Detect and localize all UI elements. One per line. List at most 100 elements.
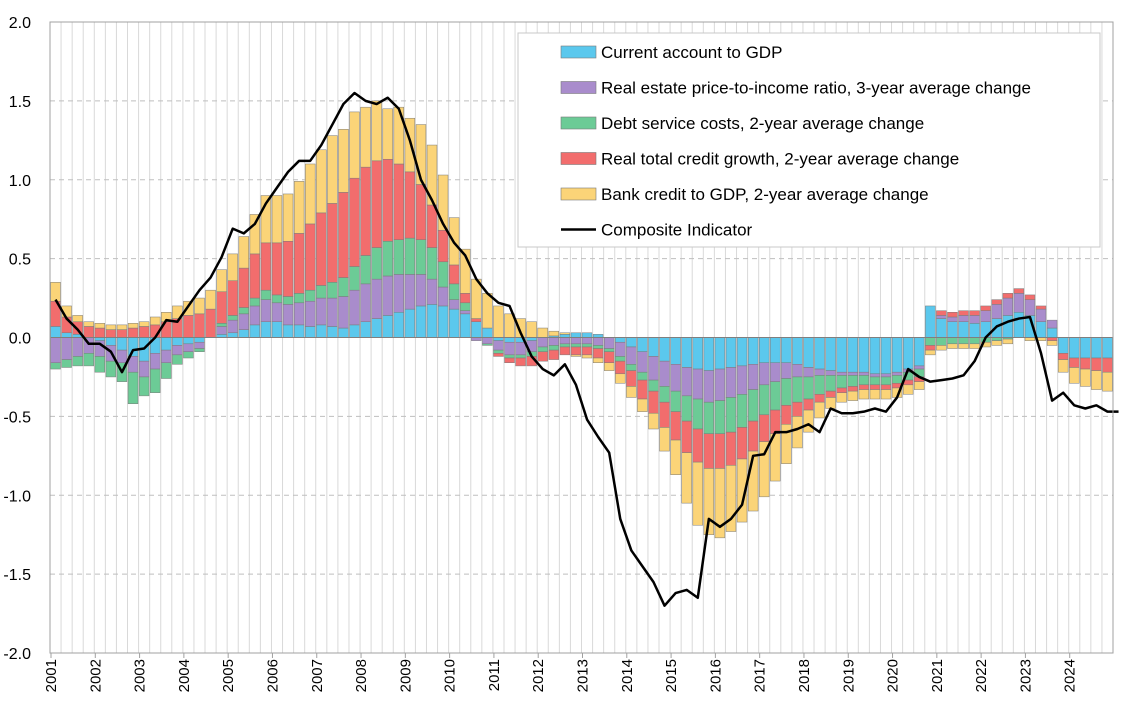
bar-segment-3 (116, 329, 128, 338)
bar-segment-3 (548, 349, 560, 360)
bar-segment-1 (360, 283, 371, 322)
bar-segment-0 (293, 324, 305, 338)
bar-segment-3 (504, 357, 515, 363)
bar-segment-3 (714, 433, 726, 469)
bar-segment-4 (548, 330, 560, 337)
bar-segment-0 (282, 324, 294, 338)
bar-segment-1 (759, 362, 770, 386)
bar-segment-3 (759, 414, 770, 442)
bar-segment-3 (83, 326, 94, 338)
bar-segment-4 (460, 248, 471, 294)
bar-segment-4 (1046, 340, 1058, 346)
bar-segment-4 (360, 106, 371, 168)
x-tick-label: 2006 (264, 659, 281, 692)
bar-segment-1 (437, 286, 449, 307)
bar-segment-2 (891, 375, 903, 384)
bar-segment-3 (615, 360, 626, 375)
bar-segment-0 (482, 327, 493, 338)
bar-segment-3 (792, 401, 803, 417)
stacked-bars (50, 100, 1113, 539)
y-tick-label: 0.5 (9, 252, 31, 269)
bar-segment-2 (238, 307, 249, 315)
bar-segment-1 (781, 362, 792, 379)
legend-swatch-2 (560, 116, 597, 130)
bar-segment-2 (880, 376, 892, 386)
y-tick-label: 0.0 (9, 331, 31, 348)
bar-segment-2 (615, 356, 626, 362)
bar-segment-1 (493, 340, 504, 351)
bar-segment-3 (570, 346, 582, 356)
bar-segment-4 (183, 300, 194, 316)
bar-segment-0 (581, 332, 593, 338)
bar-segment-1 (770, 362, 781, 382)
bar-segment-0 (659, 337, 670, 362)
bar-segment-2 (670, 390, 681, 412)
x-tick-label: 2019 (840, 659, 857, 692)
bar-segment-0 (648, 337, 659, 357)
bar-segment-3 (1002, 293, 1013, 299)
bar-segment-0 (936, 318, 947, 338)
bar-segment-2 (260, 289, 272, 300)
bar-segment-0 (338, 327, 349, 338)
bar-segment-4 (1069, 367, 1080, 384)
bar-segment-2 (515, 354, 526, 359)
bar-segment-1 (426, 278, 438, 305)
bar-segment-3 (603, 351, 615, 363)
bar-segment-3 (382, 158, 393, 242)
bar-segment-3 (327, 203, 338, 283)
bar-segment-1 (1024, 299, 1036, 316)
bar-segment-1 (393, 274, 404, 313)
bar-segment-4 (781, 424, 792, 464)
bar-segment-0 (725, 337, 737, 368)
bar-segment-4 (227, 253, 238, 281)
bar-segment-2 (404, 237, 416, 275)
bar-segment-3 (338, 192, 349, 278)
bar-segment-3 (282, 241, 294, 297)
bar-segment-3 (847, 386, 858, 392)
bar-segment-4 (659, 427, 670, 452)
bar-segment-3 (1091, 357, 1102, 371)
bar-segment-1 (238, 313, 249, 330)
bar-segment-4 (205, 289, 216, 310)
bar-segment-2 (393, 239, 404, 275)
bar-segment-2 (847, 375, 858, 387)
bar-segment-4 (603, 362, 615, 371)
bar-segment-0 (692, 337, 703, 370)
bar-segment-1 (747, 364, 759, 390)
legend-label-1: Real estate price-to-income ratio, 3-yea… (601, 79, 1031, 98)
bar-segment-2 (692, 398, 703, 430)
y-tick-label: -1.5 (3, 567, 31, 584)
bar-segment-1 (537, 337, 548, 348)
bar-segment-4 (72, 315, 83, 322)
bar-segment-1 (1013, 293, 1025, 313)
bar-segment-3 (183, 315, 194, 338)
bar-segment-1 (858, 371, 870, 376)
y-tick-label: 1.5 (9, 94, 31, 111)
bar-segment-2 (603, 348, 615, 352)
bar-segment-0 (50, 326, 61, 338)
bar-segment-0 (747, 337, 759, 365)
bar-segment-0 (880, 337, 892, 375)
bar-segment-2 (648, 379, 659, 392)
bar-segment-3 (936, 310, 947, 316)
bar-segment-0 (415, 305, 427, 338)
bar-segment-1 (61, 337, 72, 360)
bar-segment-4 (305, 163, 316, 225)
bar-segment-3 (770, 409, 781, 434)
y-tick-label: -1.0 (3, 488, 31, 505)
bar-segment-4 (836, 392, 847, 403)
bar-segment-2 (105, 360, 117, 378)
x-tick-label: 2022 (973, 659, 990, 692)
bar-segment-0 (1069, 337, 1080, 359)
bar-segment-2 (947, 337, 958, 345)
bar-segment-4 (271, 195, 283, 244)
bar-segment-2 (936, 337, 947, 346)
x-tick-label: 2002 (87, 659, 104, 692)
bar-segment-3 (559, 346, 571, 356)
legend-label-4: Bank credit to GDP, 2-year average chang… (601, 185, 929, 204)
bar-segment-1 (880, 373, 892, 378)
composite-indicator-line (54, 91, 1119, 607)
bar-segment-3 (94, 327, 106, 338)
bar-segment-0 (404, 308, 416, 338)
bar-segment-2 (482, 343, 493, 346)
